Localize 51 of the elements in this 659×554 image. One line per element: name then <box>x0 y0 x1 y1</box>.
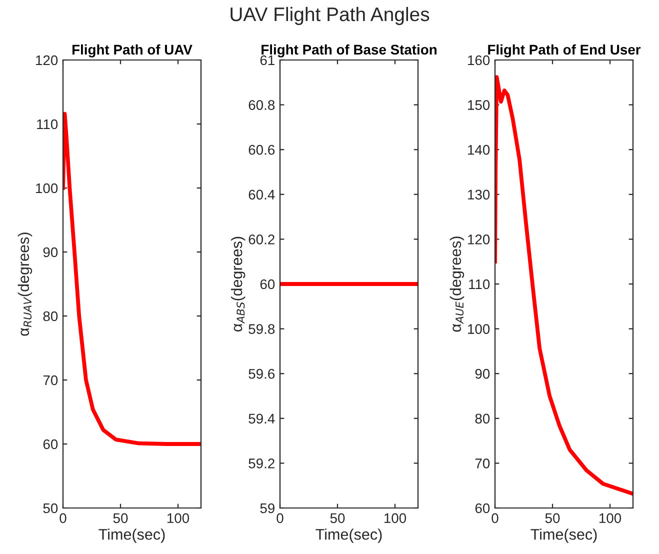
y-tick-label: 100 <box>36 183 58 194</box>
y-tick-label: 60.2 <box>248 234 274 244</box>
y-tick-label: 59 <box>260 503 274 514</box>
y-tick-label: 60 <box>260 279 275 290</box>
y-axis-title: α$_{ABS}$(degrees) <box>230 236 246 332</box>
x-tick-label: 0 <box>276 513 284 524</box>
x-tick-label: 100 <box>599 513 622 524</box>
y-tick-label: 140 <box>468 144 490 155</box>
y-tick-label: 110 <box>469 279 490 290</box>
y-tick-label: 80 <box>475 414 490 424</box>
chart-title: Flight Path of UAV <box>72 44 192 58</box>
y-tick-label: 150 <box>468 100 490 110</box>
y-axis-title: α$_{RUAV}$(degrees) <box>18 232 32 336</box>
y-tick-label: 59.8 <box>248 324 275 334</box>
y-axis-title: α$_{AUE}$(degrees) <box>450 236 464 332</box>
y-tick-label: 70 <box>43 375 58 386</box>
x-tick-label: 50 <box>330 513 345 524</box>
y-tick-label: 60.6 <box>248 144 275 155</box>
x-tick-label: 50 <box>113 513 128 524</box>
y-tick-label: 80 <box>43 311 58 322</box>
y-tick-label: 90 <box>43 247 58 258</box>
y-tick-label: 100 <box>468 324 490 334</box>
y-tick-label: 120 <box>468 234 490 244</box>
x-tick-label: 50 <box>545 513 560 524</box>
text: UAV Flight Path Angles <box>230 6 430 26</box>
y-tick-label: 90 <box>475 368 490 379</box>
y-tick-label: 110 <box>37 119 58 130</box>
x-tick-label: 100 <box>167 513 190 524</box>
y-tick-label: 61 <box>260 55 274 66</box>
y-tick-label: 60.4 <box>248 190 275 200</box>
x-tick-label: 0 <box>492 513 498 524</box>
y-tick-label: 59.6 <box>248 368 275 379</box>
line-series <box>495 75 633 496</box>
line-series <box>63 112 201 446</box>
y-tick-label: 60 <box>475 503 490 514</box>
y-tick-label: 50 <box>43 503 58 514</box>
y-tick-label: 60 <box>43 439 58 450</box>
y-tick-label: 120 <box>36 55 58 66</box>
chart-title: Flight Path of Base Station <box>262 44 436 58</box>
x-axis-title: Time(sec) <box>98 528 165 543</box>
y-tick-label: 60.8 <box>248 100 275 110</box>
chart-title: Flight Path of End User <box>488 44 641 58</box>
x-tick-label: 100 <box>384 513 406 524</box>
x-axis-title: Time(sec) <box>316 528 382 543</box>
y-tick-label: 59.2 <box>248 458 274 468</box>
x-tick-label: 0 <box>60 513 66 524</box>
y-tick-label: 160 <box>468 55 490 66</box>
x-axis-title: Time(sec) <box>530 528 597 543</box>
y-tick-label: 70 <box>475 458 490 468</box>
y-tick-label: 130 <box>468 190 490 200</box>
y-tick-label: 59.4 <box>248 414 275 424</box>
